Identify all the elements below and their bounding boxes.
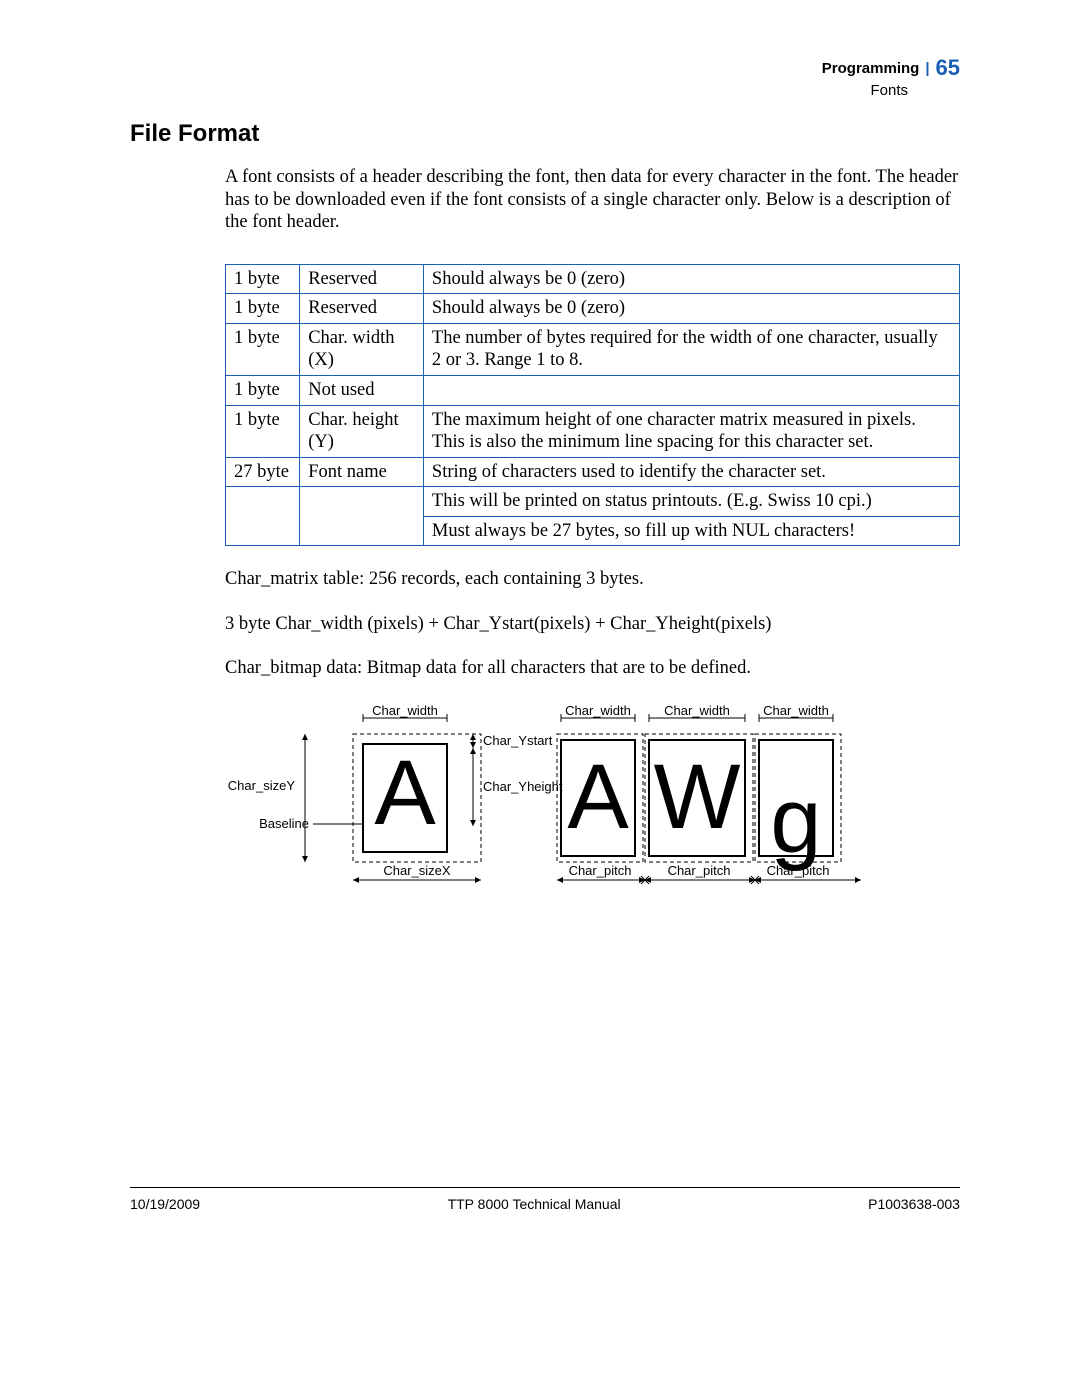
table-cell: Char. height (Y)	[300, 405, 424, 457]
footer-center: TTP 8000 Technical Manual	[448, 1196, 621, 1212]
svg-text:Char_Ystart: Char_Ystart	[483, 733, 553, 748]
table-cell: Font name	[300, 457, 424, 487]
table-cell: Not used	[300, 375, 424, 405]
svg-text:Char_width: Char_width	[372, 703, 438, 718]
table-row: 1 byteNot used	[226, 375, 960, 405]
table-cell: Char. width (X)	[300, 323, 424, 375]
body-paragraph: Char_matrix table: 256 records, each con…	[225, 568, 960, 591]
table-cell	[226, 516, 300, 546]
table-cell: Reserved	[300, 294, 424, 324]
table-cell: 27 byte	[226, 457, 300, 487]
svg-text:Char_width: Char_width	[664, 703, 730, 718]
footer-docid: P1003638-003	[868, 1196, 960, 1212]
footer-rule	[130, 1187, 960, 1188]
table-cell: 1 byte	[226, 405, 300, 457]
font-metrics-diagram: A Baseline Char_sizeY Char_width Char_Ystart…	[225, 702, 960, 902]
body-paragraph: 3 byte Char_width (pixels) + Char_Ystart…	[225, 613, 960, 636]
header-separator: |	[919, 60, 935, 77]
header-section: Programming	[822, 60, 920, 77]
table-cell: Should always be 0 (zero)	[423, 294, 959, 324]
table-cell: Reserved	[300, 264, 424, 294]
page-footer: 10/19/2009 TTP 8000 Technical Manual P10…	[130, 1196, 960, 1212]
svg-text:Baseline: Baseline	[259, 816, 309, 831]
svg-text:Char_Yheight: Char_Yheight	[483, 779, 563, 794]
footer-date: 10/19/2009	[130, 1196, 200, 1212]
page-header: Programming|65 Fonts	[822, 55, 960, 99]
header-subsection: Fonts	[822, 82, 960, 99]
table-cell: The number of bytes required for the wid…	[423, 323, 959, 375]
page-title: File Format	[130, 120, 960, 148]
table-row: 1 byteChar. height (Y)The maximum height…	[226, 405, 960, 457]
intro-paragraph: A font consists of a header describing t…	[225, 166, 960, 234]
page-number: 65	[936, 55, 960, 80]
table-cell: 1 byte	[226, 294, 300, 324]
table-row: 1 byteChar. width (X)The number of bytes…	[226, 323, 960, 375]
svg-text:A: A	[567, 746, 629, 848]
table-cell: This will be printed on status printouts…	[423, 487, 959, 517]
table-cell: 1 byte	[226, 264, 300, 294]
table-cell	[300, 516, 424, 546]
header-line1: Programming|65	[822, 55, 960, 81]
font-header-table: 1 byteReservedShould always be 0 (zero)1…	[225, 264, 960, 547]
table-row: 27 byteFont nameString of characters use…	[226, 457, 960, 487]
table-cell	[226, 487, 300, 517]
svg-text:A: A	[374, 742, 436, 844]
svg-text:Char_sizeY: Char_sizeY	[228, 778, 296, 793]
table-row: This will be printed on status printouts…	[226, 487, 960, 517]
svg-text:Char_pitch: Char_pitch	[569, 863, 632, 878]
body-paragraph: Char_bitmap data: Bitmap data for all ch…	[225, 657, 960, 680]
table-cell: Should always be 0 (zero)	[423, 264, 959, 294]
svg-text:Char_pitch: Char_pitch	[668, 863, 731, 878]
table-row: Must always be 27 bytes, so fill up with…	[226, 516, 960, 546]
table-cell: 1 byte	[226, 323, 300, 375]
table-cell: The maximum height of one character matr…	[423, 405, 959, 457]
table-row: 1 byteReservedShould always be 0 (zero)	[226, 294, 960, 324]
table-row: 1 byteReservedShould always be 0 (zero)	[226, 264, 960, 294]
table-cell: String of characters used to identify th…	[423, 457, 959, 487]
after-table-text: Char_matrix table: 256 records, each con…	[225, 568, 960, 680]
svg-text:g: g	[770, 770, 821, 872]
svg-text:Char_width: Char_width	[763, 703, 829, 718]
table-cell: Must always be 27 bytes, so fill up with…	[423, 516, 959, 546]
table-cell	[300, 487, 424, 517]
svg-text:Char_sizeX: Char_sizeX	[383, 863, 451, 878]
svg-text:W: W	[654, 746, 741, 848]
table-cell	[423, 375, 959, 405]
svg-text:Char_pitch: Char_pitch	[767, 863, 830, 878]
table-cell: 1 byte	[226, 375, 300, 405]
svg-text:Char_width: Char_width	[565, 703, 631, 718]
